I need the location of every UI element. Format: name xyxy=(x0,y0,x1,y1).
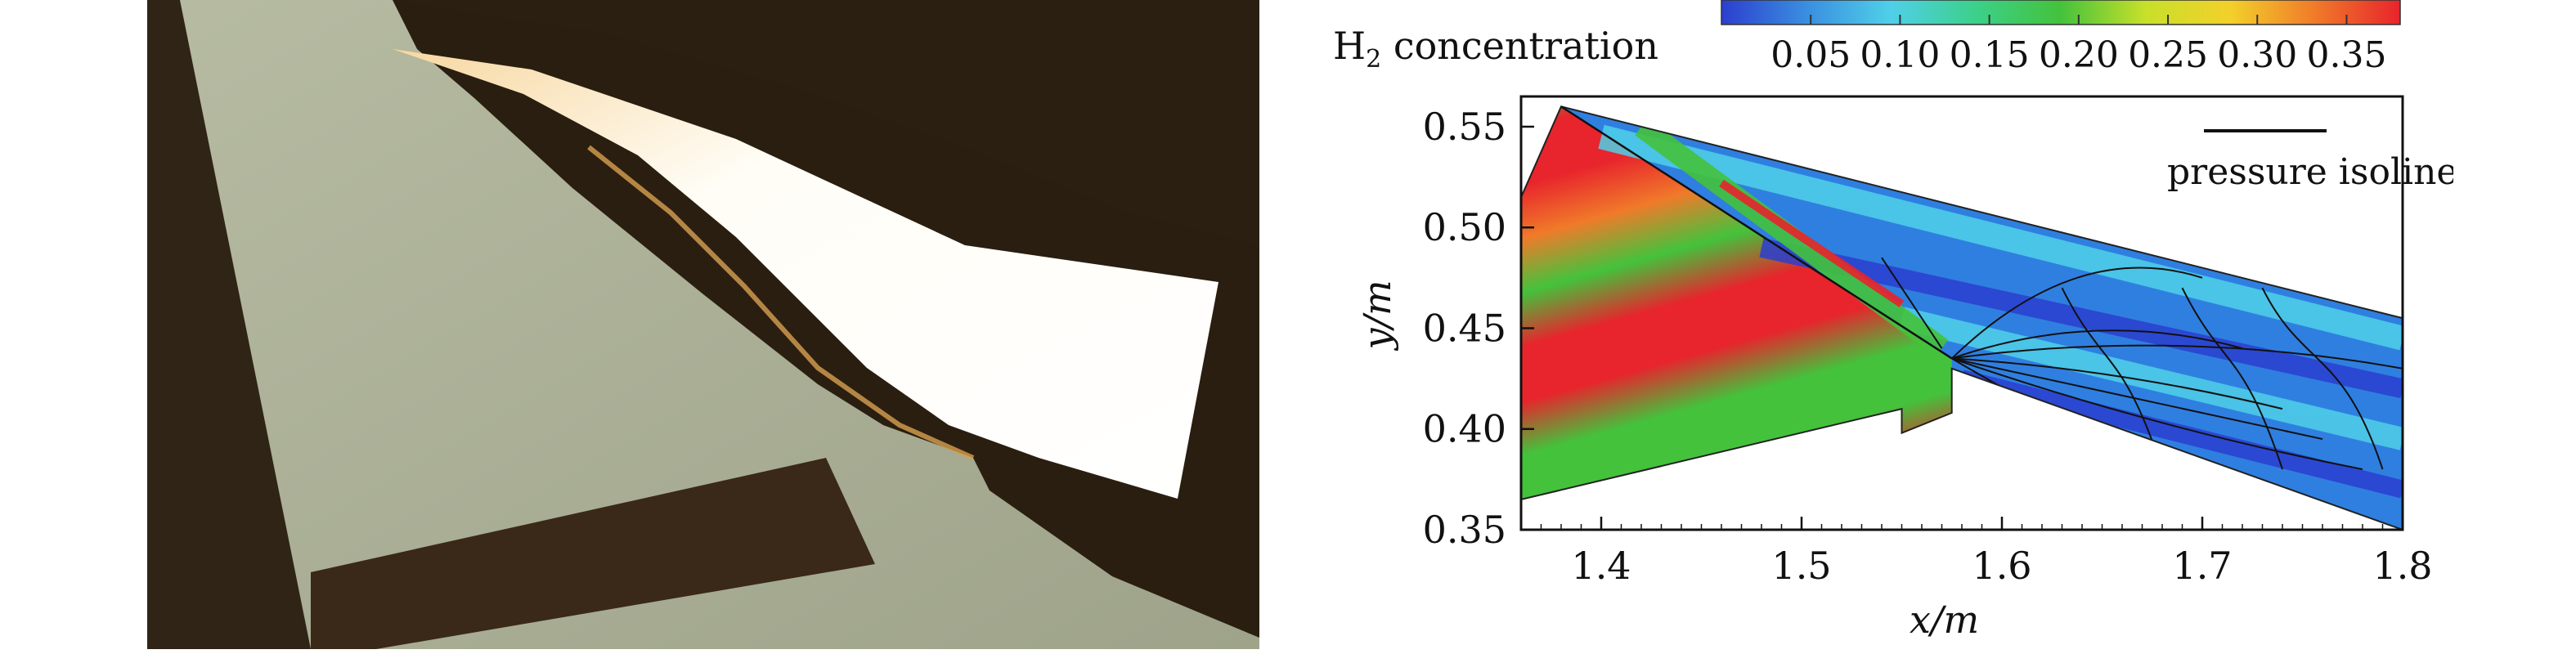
legend-label: pressure isolines xyxy=(2167,151,2453,193)
y-tick-label: 0.35 xyxy=(1423,508,1506,552)
colorbar-tick-label: 0.10 xyxy=(1860,34,1940,76)
x-axis-label: x/m xyxy=(1910,598,1979,642)
colorbar-label: H2 concentration xyxy=(1333,24,1658,74)
x-tick-label: 1.4 xyxy=(1571,544,1631,588)
isoline xyxy=(1951,344,2403,370)
x-tick-label: 1.7 xyxy=(2172,544,2232,588)
isoline xyxy=(2181,287,2283,470)
isoline xyxy=(1951,357,2363,471)
y-axis-label: y/m xyxy=(1355,280,1399,351)
domain-outline xyxy=(1520,105,2403,531)
isoline xyxy=(1951,357,2283,410)
mixing-core xyxy=(1719,179,1905,308)
y-tick-label: 0.45 xyxy=(1423,306,1506,350)
isoline xyxy=(2261,287,2384,470)
isoline xyxy=(1951,267,2203,360)
colorbar-tick-label: 0.15 xyxy=(1950,34,2030,76)
y-tick-label: 0.50 xyxy=(1423,205,1506,249)
lower-dark-block xyxy=(311,458,875,649)
photo-svg xyxy=(147,0,1259,649)
bright-flame xyxy=(393,49,1218,499)
shock-line xyxy=(1560,105,1953,360)
left-dark-edge xyxy=(147,0,311,649)
flame-photograph xyxy=(147,0,1259,649)
colorbar-tick-label: 0.05 xyxy=(1770,34,1851,76)
isoline xyxy=(1951,357,2323,441)
colorbar-tick-label: 0.25 xyxy=(2128,34,2208,76)
lower-plate xyxy=(147,0,1259,649)
colorbar-tick-label: 0.30 xyxy=(2217,34,2297,76)
y-tick-label: 0.40 xyxy=(1423,407,1506,451)
x-tick-label: 1.5 xyxy=(1771,544,1831,588)
concentration-band xyxy=(1759,238,2403,399)
legend: pressure isolines xyxy=(2167,129,2476,193)
flame-edge xyxy=(587,145,975,460)
y-axis-ticks: 0.35 0.40 0.45 0.50 0.55 xyxy=(1423,105,1534,552)
x-tick-label: 1.6 xyxy=(1972,544,2031,588)
upper-dark-wall xyxy=(393,0,1259,245)
colorbar-tick-label: 0.35 xyxy=(2306,34,2386,76)
isoline xyxy=(1951,329,2243,360)
x-tick-label: 1.8 xyxy=(2372,544,2432,588)
colorbar-tick-label: 0.20 xyxy=(2039,34,2119,76)
isoline xyxy=(2061,287,2163,470)
mixing-layer xyxy=(1635,118,1949,357)
x-axis-ticks: 1.4 1.5 1.6 1.7 1.8 xyxy=(1520,517,2433,588)
y-tick-label: 0.55 xyxy=(1423,105,1506,149)
colorbar: H2 concentration 0.05 0.10 0.15 0.20 0.25 0.3… xyxy=(1333,0,2401,76)
colorbar-gradient xyxy=(1721,0,2401,25)
concentration-plot: H2 concentration 0.05 0.10 0.15 0.20 0.25 0.3… xyxy=(1308,0,2476,651)
concentration-band xyxy=(1899,307,2403,450)
isoline xyxy=(1881,257,1943,349)
chart-svg: H2 concentration 0.05 0.10 0.15 0.20 0.25 0.3… xyxy=(1333,0,2476,642)
concentration-band xyxy=(1959,370,2403,499)
colorbar-ticks: 0.05 0.10 0.15 0.20 0.25 0.30 0.35 xyxy=(1770,15,2386,76)
concentration-band xyxy=(1598,124,2403,351)
